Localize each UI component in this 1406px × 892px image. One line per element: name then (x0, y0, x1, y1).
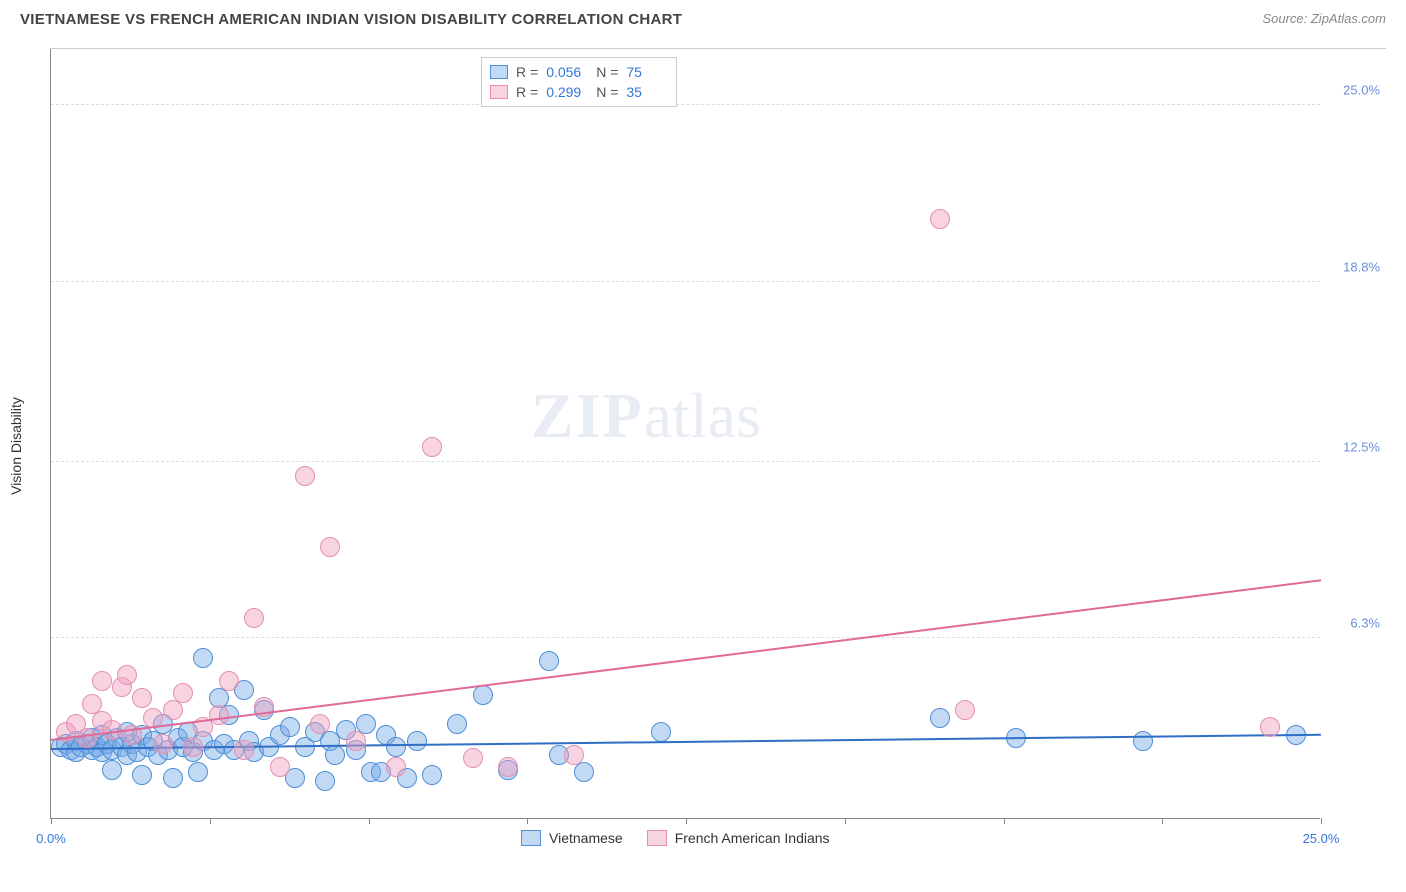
data-point (132, 688, 152, 708)
x-tick-label: 25.0% (1303, 831, 1340, 846)
data-point (163, 768, 183, 788)
data-point (1260, 717, 1280, 737)
source-name: ZipAtlas.com (1311, 11, 1386, 26)
watermark-zip: ZIP (531, 380, 644, 451)
data-point (447, 714, 467, 734)
stat-n-label: N = (596, 84, 618, 100)
legend-label: French American Indians (675, 830, 830, 846)
data-point (153, 734, 173, 754)
data-point (310, 714, 330, 734)
data-point (193, 648, 213, 668)
data-point (955, 700, 975, 720)
trendline (51, 579, 1321, 741)
data-point (346, 731, 366, 751)
stats-legend: R = 0.056 N = 75 R = 0.299 N = 35 (481, 57, 677, 107)
x-tick (210, 818, 211, 824)
x-tick (51, 818, 52, 824)
data-point (564, 745, 584, 765)
stat-r-label: R = (516, 84, 538, 100)
data-point (209, 705, 229, 725)
data-point (315, 771, 335, 791)
x-tick (686, 818, 687, 824)
data-point (92, 671, 112, 691)
chart-title: VIETNAMESE VS FRENCH AMERICAN INDIAN VIS… (20, 11, 682, 28)
x-tick (845, 818, 846, 824)
legend-swatch (490, 85, 508, 99)
x-tick (1162, 818, 1163, 824)
data-point (539, 651, 559, 671)
legend-item: Vietnamese (521, 830, 623, 846)
data-point (1133, 731, 1153, 751)
stats-row: R = 0.056 N = 75 (490, 62, 668, 82)
y-tick-label: 25.0% (1325, 83, 1380, 98)
data-point (473, 685, 493, 705)
data-point (188, 762, 208, 782)
legend-swatch (521, 830, 541, 846)
stat-n-value: 35 (626, 84, 668, 100)
data-point (117, 665, 137, 685)
chart-container: ZIPatlas 6.3%12.5%18.8%25.0%0.0%25.0%R =… (50, 48, 1386, 848)
y-tick-label: 12.5% (1325, 439, 1380, 454)
gridline (51, 637, 1320, 638)
data-point (102, 760, 122, 780)
data-point (325, 745, 345, 765)
data-point (574, 762, 594, 782)
x-tick (1004, 818, 1005, 824)
gridline (51, 461, 1320, 462)
data-point (930, 209, 950, 229)
x-tick (1321, 818, 1322, 824)
data-point (320, 537, 340, 557)
data-point (422, 437, 442, 457)
source-prefix: Source: (1262, 11, 1310, 26)
y-tick-label: 18.8% (1325, 259, 1380, 274)
stat-r-value: 0.056 (546, 64, 588, 80)
legend-swatch (490, 65, 508, 79)
data-point (386, 737, 406, 757)
watermark: ZIPatlas (531, 379, 761, 453)
data-point (930, 708, 950, 728)
data-point (280, 717, 300, 737)
data-point (219, 671, 239, 691)
gridline (51, 281, 1320, 282)
series-legend: Vietnamese French American Indians (521, 830, 830, 846)
x-tick (369, 818, 370, 824)
y-tick-label: 6.3% (1325, 616, 1380, 631)
x-tick (527, 818, 528, 824)
stat-r-value: 0.299 (546, 84, 588, 100)
data-point (386, 757, 406, 777)
data-point (77, 728, 97, 748)
data-point (463, 748, 483, 768)
data-point (295, 466, 315, 486)
stat-n-value: 75 (626, 64, 668, 80)
legend-item: French American Indians (647, 830, 830, 846)
data-point (163, 700, 183, 720)
legend-swatch (647, 830, 667, 846)
data-point (183, 737, 203, 757)
stat-n-label: N = (596, 64, 618, 80)
y-axis-title: Vision Disability (8, 397, 24, 495)
data-point (422, 765, 442, 785)
data-point (498, 757, 518, 777)
data-point (407, 731, 427, 751)
data-point (270, 757, 290, 777)
stat-r-label: R = (516, 64, 538, 80)
data-point (244, 608, 264, 628)
stats-row: R = 0.299 N = 35 (490, 82, 668, 102)
plot-area: ZIPatlas 6.3%12.5%18.8%25.0%0.0%25.0%R =… (50, 49, 1320, 819)
data-point (234, 740, 254, 760)
gridline (51, 104, 1320, 105)
watermark-atlas: atlas (644, 380, 761, 451)
x-tick-label: 0.0% (36, 831, 66, 846)
data-point (132, 765, 152, 785)
source-credit: Source: ZipAtlas.com (1262, 10, 1386, 28)
legend-label: Vietnamese (549, 830, 623, 846)
data-point (651, 722, 671, 742)
data-point (173, 683, 193, 703)
